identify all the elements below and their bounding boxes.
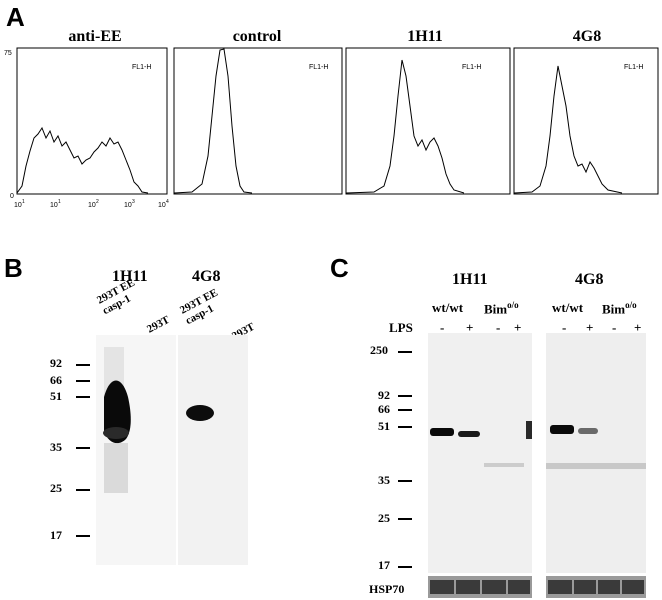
x-tick-label: 10 [50,202,58,209]
mw-tick [398,480,412,482]
mw-tick [398,395,412,397]
mw-marker: 35 [378,473,390,487]
histogram-title: control [232,28,282,45]
mw-marker: 35 [50,440,62,454]
blot-1h11 [96,335,176,565]
genotype-label: Bimo/o [484,300,519,317]
histogram-title: anti-EE [68,28,122,45]
histogram-title: 4G8 [572,28,602,45]
mw-tick [398,518,412,520]
hsp70-blot [428,576,646,598]
blot-4g8-c [546,333,646,573]
loading-control-label: HSP70 [369,582,405,596]
histogram-anti-ee: 75 0 FL1-H 10 1 10 1 10 2 10 3 10 4 [4,47,169,209]
histogram-trace [16,126,149,194]
lps-sign: + [586,320,594,335]
y-axis-min-label: 0 [10,193,14,200]
mw-tick [398,426,412,428]
histogram-trace [513,65,623,194]
panel-a-label: A [6,2,25,32]
x-tick-exp: 3 [132,199,135,205]
x-tick-label: 10 [14,202,22,209]
group-label: 1H11 [112,268,148,285]
lane-label: 293T [145,313,172,336]
channel-label: FL1-H [462,64,481,71]
x-tick-label: 10 [124,202,132,209]
panel-c-label: C [330,253,349,283]
lps-sign: - [496,320,501,335]
plot-frame [16,47,168,195]
group-label: 4G8 [575,271,604,288]
x-tick-exp: 1 [22,199,25,205]
x-tick-exp: 2 [96,199,99,205]
plot-frame [173,47,343,195]
mw-marker: 92 [378,388,390,402]
mw-marker: 25 [378,511,390,525]
x-tick-label: 10 [158,202,166,209]
mw-tick [398,351,412,353]
plot-frame [345,47,511,195]
genotype-label: wt/wt [432,300,464,315]
lps-sign: - [440,320,445,335]
y-axis-max-label: 75 [4,50,12,57]
group-label: 4G8 [192,268,221,285]
histogram-4g8: FL1-H [513,47,659,195]
lps-sign: + [634,320,642,335]
x-tick-exp: 1 [58,199,61,205]
genotype-label: Bimo/o [602,300,637,317]
group-label: 1H11 [452,271,488,288]
mw-tick [76,380,90,382]
mw-marker: 17 [378,558,390,572]
histogram-control: FL1-H [173,47,343,195]
mw-marker: 66 [50,373,62,387]
mw-marker: 51 [50,389,62,403]
mw-tick [76,396,90,398]
mw-marker: 51 [378,419,390,433]
mw-marker: 17 [50,528,62,542]
x-tick-exp: 4 [166,199,169,205]
mw-marker: 66 [378,402,390,416]
histogram-trace [173,48,253,194]
mw-tick [398,566,412,568]
blot-1h11-c [428,333,532,573]
mw-tick [76,447,90,449]
mw-marker: 92 [50,356,62,370]
lps-label: LPS [389,320,413,335]
lps-sign: + [466,320,474,335]
x-tick-label: 10 [88,202,96,209]
mw-tick [76,535,90,537]
mw-tick [76,364,90,366]
channel-label: FL1-H [309,64,328,71]
mw-tick [398,409,412,411]
histogram-trace [345,59,465,194]
channel-label: FL1-H [624,64,643,71]
mw-tick [76,489,90,491]
genotype-label: wt/wt [552,300,584,315]
histogram-1h11: FL1-H [345,47,511,195]
channel-label: FL1-H [132,64,151,71]
lps-sign: + [514,320,522,335]
lps-sign: - [562,320,567,335]
plot-frame [513,47,659,195]
histogram-title: 1H11 [407,28,443,45]
mw-marker: 250 [370,343,388,357]
mw-marker: 25 [50,481,62,495]
panel-b-label: B [4,253,23,283]
blot-4g8 [178,335,248,565]
lps-sign: - [612,320,617,335]
